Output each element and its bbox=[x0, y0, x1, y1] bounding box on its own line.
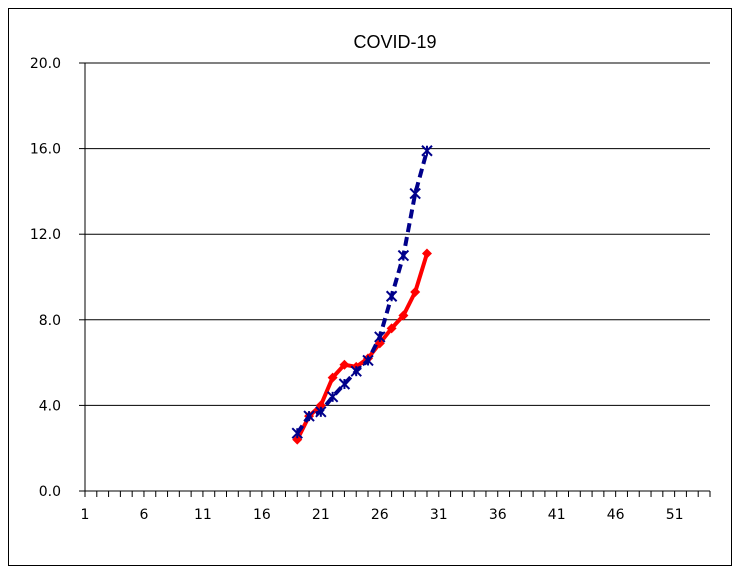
data-point bbox=[327, 372, 338, 383]
x-tick-label: 11 bbox=[194, 507, 212, 523]
y-tick-label: 12.0 bbox=[30, 227, 61, 243]
data-point bbox=[410, 286, 421, 297]
data-point bbox=[409, 187, 421, 200]
data-point bbox=[339, 359, 350, 370]
y-tick-label: 20.0 bbox=[30, 56, 61, 72]
x-tick-label: 41 bbox=[548, 507, 566, 523]
data-point bbox=[398, 310, 409, 321]
data-point bbox=[397, 249, 410, 262]
data-point bbox=[326, 391, 339, 403]
x-tick-label: 1 bbox=[81, 507, 90, 523]
x-tick-label: 31 bbox=[430, 507, 448, 523]
series-group bbox=[291, 145, 433, 445]
data-point bbox=[350, 365, 362, 377]
x-tick-label: 6 bbox=[140, 507, 149, 523]
data-point bbox=[338, 378, 351, 390]
data-point bbox=[315, 400, 326, 411]
y-tick-label: 8.0 bbox=[39, 313, 61, 329]
chart-frame bbox=[8, 8, 732, 566]
gridlines bbox=[85, 62, 710, 406]
chart-title: COVID-19 bbox=[353, 32, 436, 52]
x-tick-label: 21 bbox=[312, 507, 330, 523]
x-tick-label: 46 bbox=[607, 507, 625, 523]
y-axis-ticks: 0.0 4.0 8.0 12.0 16.0 20.0 bbox=[30, 56, 61, 500]
x-tick-label: 51 bbox=[666, 507, 684, 523]
data-point bbox=[315, 406, 327, 418]
data-point bbox=[386, 323, 397, 334]
x-tick-label: 26 bbox=[371, 507, 389, 523]
axes bbox=[79, 62, 711, 497]
data-point bbox=[385, 290, 398, 302]
data-point bbox=[421, 248, 432, 259]
data-point bbox=[362, 354, 374, 367]
x-axis-ticks: 1 6 11 16 21 26 31 36 41 46 51 bbox=[81, 507, 684, 523]
x-tick-label: 36 bbox=[489, 507, 507, 523]
y-tick-label: 0.0 bbox=[39, 484, 61, 500]
data-point bbox=[303, 410, 315, 422]
data-point bbox=[421, 145, 433, 157]
data-point bbox=[374, 331, 386, 343]
y-tick-label: 16.0 bbox=[30, 142, 61, 158]
series-line-2 bbox=[295, 150, 429, 435]
data-point bbox=[292, 434, 303, 445]
x-tick-label: 16 bbox=[253, 507, 271, 523]
data-point bbox=[291, 427, 303, 439]
y-tick-label: 4.0 bbox=[39, 398, 61, 414]
